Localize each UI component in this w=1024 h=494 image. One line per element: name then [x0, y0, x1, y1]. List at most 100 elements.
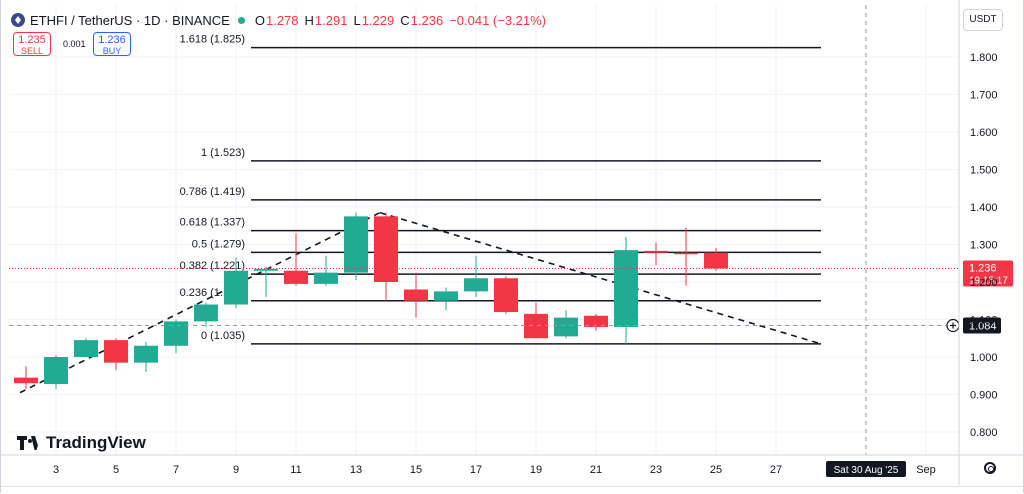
- candle-body: [344, 216, 368, 273]
- buy-label: BUY: [102, 46, 122, 56]
- candle[interactable]: [164, 319, 188, 354]
- symbol-title[interactable]: ETHFI / TetherUS · 1D · BINANCE: [30, 12, 230, 28]
- candle[interactable]: [14, 366, 38, 389]
- fib-level-label: 0.618 (1.337): [180, 217, 245, 229]
- candle-body: [104, 340, 128, 363]
- time-tick-label: 19: [530, 464, 542, 476]
- candle[interactable]: [584, 313, 608, 331]
- price-tick-label: 1.200: [970, 277, 998, 289]
- bottom-toolbar: [1, 486, 1024, 494]
- time-tick-label: 23: [650, 464, 662, 476]
- time-tick-label: 7: [173, 464, 179, 476]
- time-tick-label: 27: [770, 464, 782, 476]
- time-tick-label: 15: [410, 464, 422, 476]
- candle[interactable]: [44, 355, 68, 389]
- candle-body: [194, 304, 218, 322]
- crosshair-price-badge: [963, 317, 1001, 334]
- candle-body: [584, 315, 608, 327]
- candle-body: [44, 357, 68, 384]
- ethfi-logo-icon: [11, 13, 25, 27]
- price-tick-label: 1.000: [970, 352, 998, 364]
- candle[interactable]: [374, 212, 398, 301]
- sell-button[interactable]: 1.235 SELL: [13, 32, 51, 56]
- candle[interactable]: [674, 227, 698, 286]
- buy-button[interactable]: 1.236 BUY: [93, 32, 131, 56]
- spread-value: 0.001: [63, 39, 86, 49]
- trend-line[interactable]: [19, 211, 381, 394]
- time-tick-label: 21: [590, 464, 602, 476]
- candle-body: [464, 278, 488, 292]
- candle[interactable]: [524, 302, 548, 339]
- ohlc-key: C: [400, 12, 410, 28]
- buy-price: 1.236: [98, 34, 126, 46]
- crosshair-date-badge: [826, 461, 906, 477]
- candle[interactable]: [134, 342, 158, 372]
- candle-body: [164, 321, 188, 346]
- ohlc-value: 1.236: [410, 12, 444, 28]
- time-tick-label: 9: [233, 464, 239, 476]
- ohlc-value: 1.278: [265, 12, 299, 28]
- candle-body: [494, 278, 518, 312]
- candle[interactable]: [614, 237, 638, 344]
- last-price-badge: [963, 260, 1013, 287]
- candle[interactable]: [284, 233, 308, 286]
- symbol-legend: ETHFI / TetherUS · 1D · BINANCE O1.278 H1…: [11, 10, 552, 30]
- fib-level-label: 0 (1.035): [201, 330, 245, 342]
- candle[interactable]: [74, 338, 98, 357]
- ohlc-value: 1.229: [361, 12, 395, 28]
- ohlc-key: L: [353, 12, 361, 28]
- last-price-label: 1.236: [969, 263, 997, 275]
- candle[interactable]: [194, 302, 218, 327]
- candle-body: [254, 268, 278, 271]
- candle[interactable]: [464, 255, 488, 297]
- candle[interactable]: [344, 212, 368, 281]
- candle-body: [374, 216, 398, 282]
- gear-icon[interactable]: [984, 462, 996, 474]
- candle[interactable]: [254, 267, 278, 297]
- candle[interactable]: [554, 310, 578, 339]
- time-tick-label: 11: [290, 464, 301, 476]
- candle-body: [404, 289, 428, 301]
- crosshair-price-label: 1.084: [969, 321, 997, 333]
- candle[interactable]: [104, 338, 128, 371]
- fib-level-label: 1 (1.523): [201, 147, 245, 159]
- market-open-icon: [237, 16, 245, 24]
- fib-level-label: 0.382 (1.221): [180, 260, 245, 272]
- time-tick-label: 3: [53, 464, 59, 476]
- candle[interactable]: [704, 247, 728, 272]
- price-tick-label: 0.800: [970, 427, 998, 439]
- candle-body: [674, 252, 698, 255]
- time-tick-label: Sep: [916, 464, 936, 476]
- tradingview-logo-icon: [17, 436, 41, 450]
- ohlc-value: 1.291: [314, 12, 348, 28]
- candle[interactable]: [404, 272, 428, 318]
- candle[interactable]: [644, 242, 668, 266]
- fib-level-label: 0.786 (1.419): [180, 186, 245, 198]
- candle-body: [314, 272, 338, 284]
- candle[interactable]: [224, 257, 248, 309]
- time-tick-label: 17: [470, 464, 482, 476]
- candle[interactable]: [494, 276, 518, 314]
- tradingview-logo[interactable]: TradingView: [17, 433, 146, 453]
- currency-selector[interactable]: USDT: [963, 9, 1003, 31]
- price-tick-label: 1.400: [970, 202, 998, 214]
- fib-level-label: 0.5 (1.279): [192, 238, 245, 250]
- candle-body: [434, 291, 458, 301]
- ohlc-key: O: [254, 12, 265, 28]
- candle-body: [284, 270, 308, 284]
- price-tick-label: 1.600: [970, 127, 998, 139]
- ohlc-value: −0.041 (−3.21%): [449, 12, 547, 28]
- price-tick-label: 1.700: [970, 90, 998, 102]
- candle[interactable]: [314, 255, 338, 286]
- candle[interactable]: [434, 287, 458, 311]
- time-tick-label: 13: [350, 464, 362, 476]
- time-tick-label: 5: [113, 464, 119, 476]
- candle-body: [134, 345, 158, 363]
- add-alert-button[interactable]: [946, 318, 960, 333]
- price-tick-label: 1.500: [970, 165, 998, 177]
- price-tick-label: 1.300: [970, 240, 998, 252]
- crosshair-date-label: Sat 30 Aug '25: [834, 465, 899, 476]
- candle-body: [614, 250, 638, 327]
